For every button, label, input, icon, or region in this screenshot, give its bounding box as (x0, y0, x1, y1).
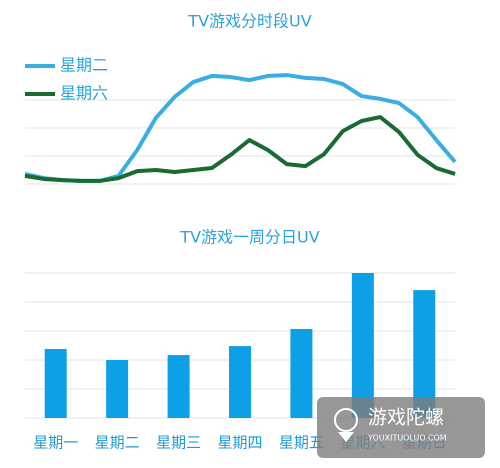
watermark-box (317, 397, 485, 458)
bar (413, 290, 436, 418)
x-tick-label: 星期一 (33, 434, 78, 452)
legend-label: 星期二 (60, 56, 108, 75)
watermark: 游戏陀螺 YOUXITUOLUO.COM (317, 397, 485, 458)
watermark-logo (334, 408, 358, 432)
bar (106, 360, 129, 418)
bar (290, 328, 313, 418)
bar (44, 348, 67, 418)
line (24, 115, 456, 183)
bar (229, 346, 251, 418)
x-tick-label: 星期三 (156, 434, 201, 452)
watermark-logo (338, 432, 354, 442)
watermark-url: YOUXITUOLUO.COM (367, 434, 447, 443)
bar (351, 273, 374, 418)
legend-label: 星期六 (60, 84, 108, 103)
x-tick-label: 星期五 (279, 434, 324, 452)
chart-title: TV游戏一周分日UV (179, 228, 319, 247)
x-tick-label: 星期四 (217, 434, 262, 452)
watermark-name: 游戏陀螺 (368, 407, 444, 429)
chart-title: TV游戏分时段UV (187, 12, 311, 31)
bar (167, 355, 190, 418)
x-tick-label: 星期二 (95, 434, 140, 452)
